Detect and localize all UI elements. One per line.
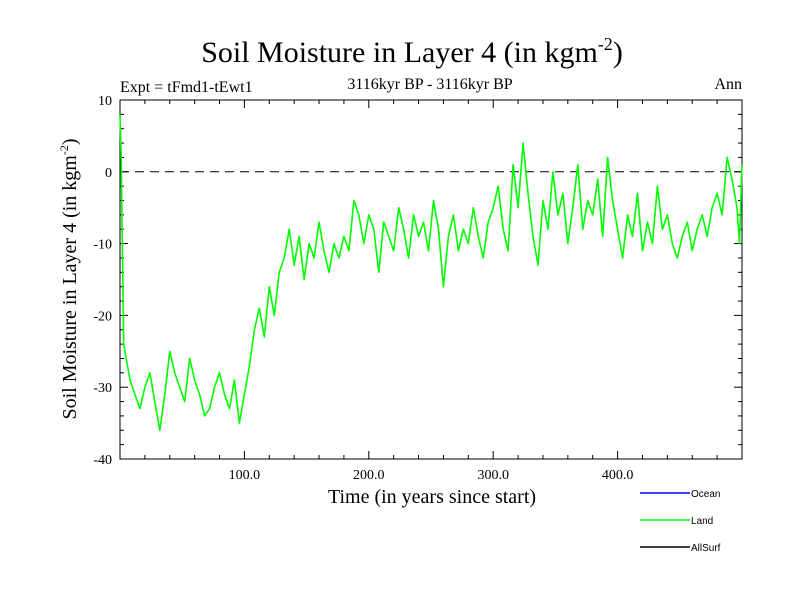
- plot-frame: [119, 99, 743, 460]
- x-tick-label: 300.0: [477, 468, 509, 483]
- series-group: [119, 114, 743, 432]
- legend-label-ocean: Ocean: [691, 489, 720, 500]
- x-tick-label: 100.0: [229, 468, 261, 483]
- axes-group: 100.0 200.0 300.0 400.0 -40 -30 -20 -10 0 10: [93, 94, 742, 483]
- experiment-label: Expt = tFmd1-tEwt1: [120, 79, 253, 96]
- y-tick-label: -20: [93, 309, 112, 324]
- legend-label-allsurf: AllSurf: [691, 543, 721, 554]
- legend: Ocean Land AllSurf: [640, 489, 721, 554]
- plot-frame-group: [119, 99, 743, 460]
- chart-subtitle: 3116kyr BP - 3116kyr BP: [347, 76, 512, 93]
- x-axis-label: Time (in years since start): [328, 486, 536, 508]
- y-axis-label-close: ): [59, 138, 81, 145]
- y-tick-label: 10: [98, 94, 112, 109]
- y-tick-label: -30: [93, 381, 112, 396]
- y-axis-label: Soil Moisture in Layer 4 (in kgm-2): [57, 138, 81, 419]
- x-tick-label: 400.0: [602, 468, 634, 483]
- chart-title-sup: -2: [598, 34, 613, 54]
- y-tick-label: 0: [105, 166, 112, 181]
- y-axis-label-main: Soil Moisture in Layer 4 (in kgm: [59, 155, 81, 420]
- legend-label-land: Land: [691, 516, 713, 527]
- series-line-land: [119, 114, 743, 432]
- season-label: Ann: [714, 76, 742, 93]
- y-tick-label: -40: [93, 453, 112, 468]
- chart-title-main: Soil Moisture in Layer 4 (in kgm: [201, 36, 598, 69]
- y-axis-label-sup: -2: [57, 145, 71, 155]
- x-tick-label: 200.0: [353, 468, 385, 483]
- y-tick-label: -10: [93, 238, 112, 253]
- chart-title: Soil Moisture in Layer 4 (in kgm-2): [201, 34, 623, 69]
- chart-title-close: ): [613, 36, 623, 69]
